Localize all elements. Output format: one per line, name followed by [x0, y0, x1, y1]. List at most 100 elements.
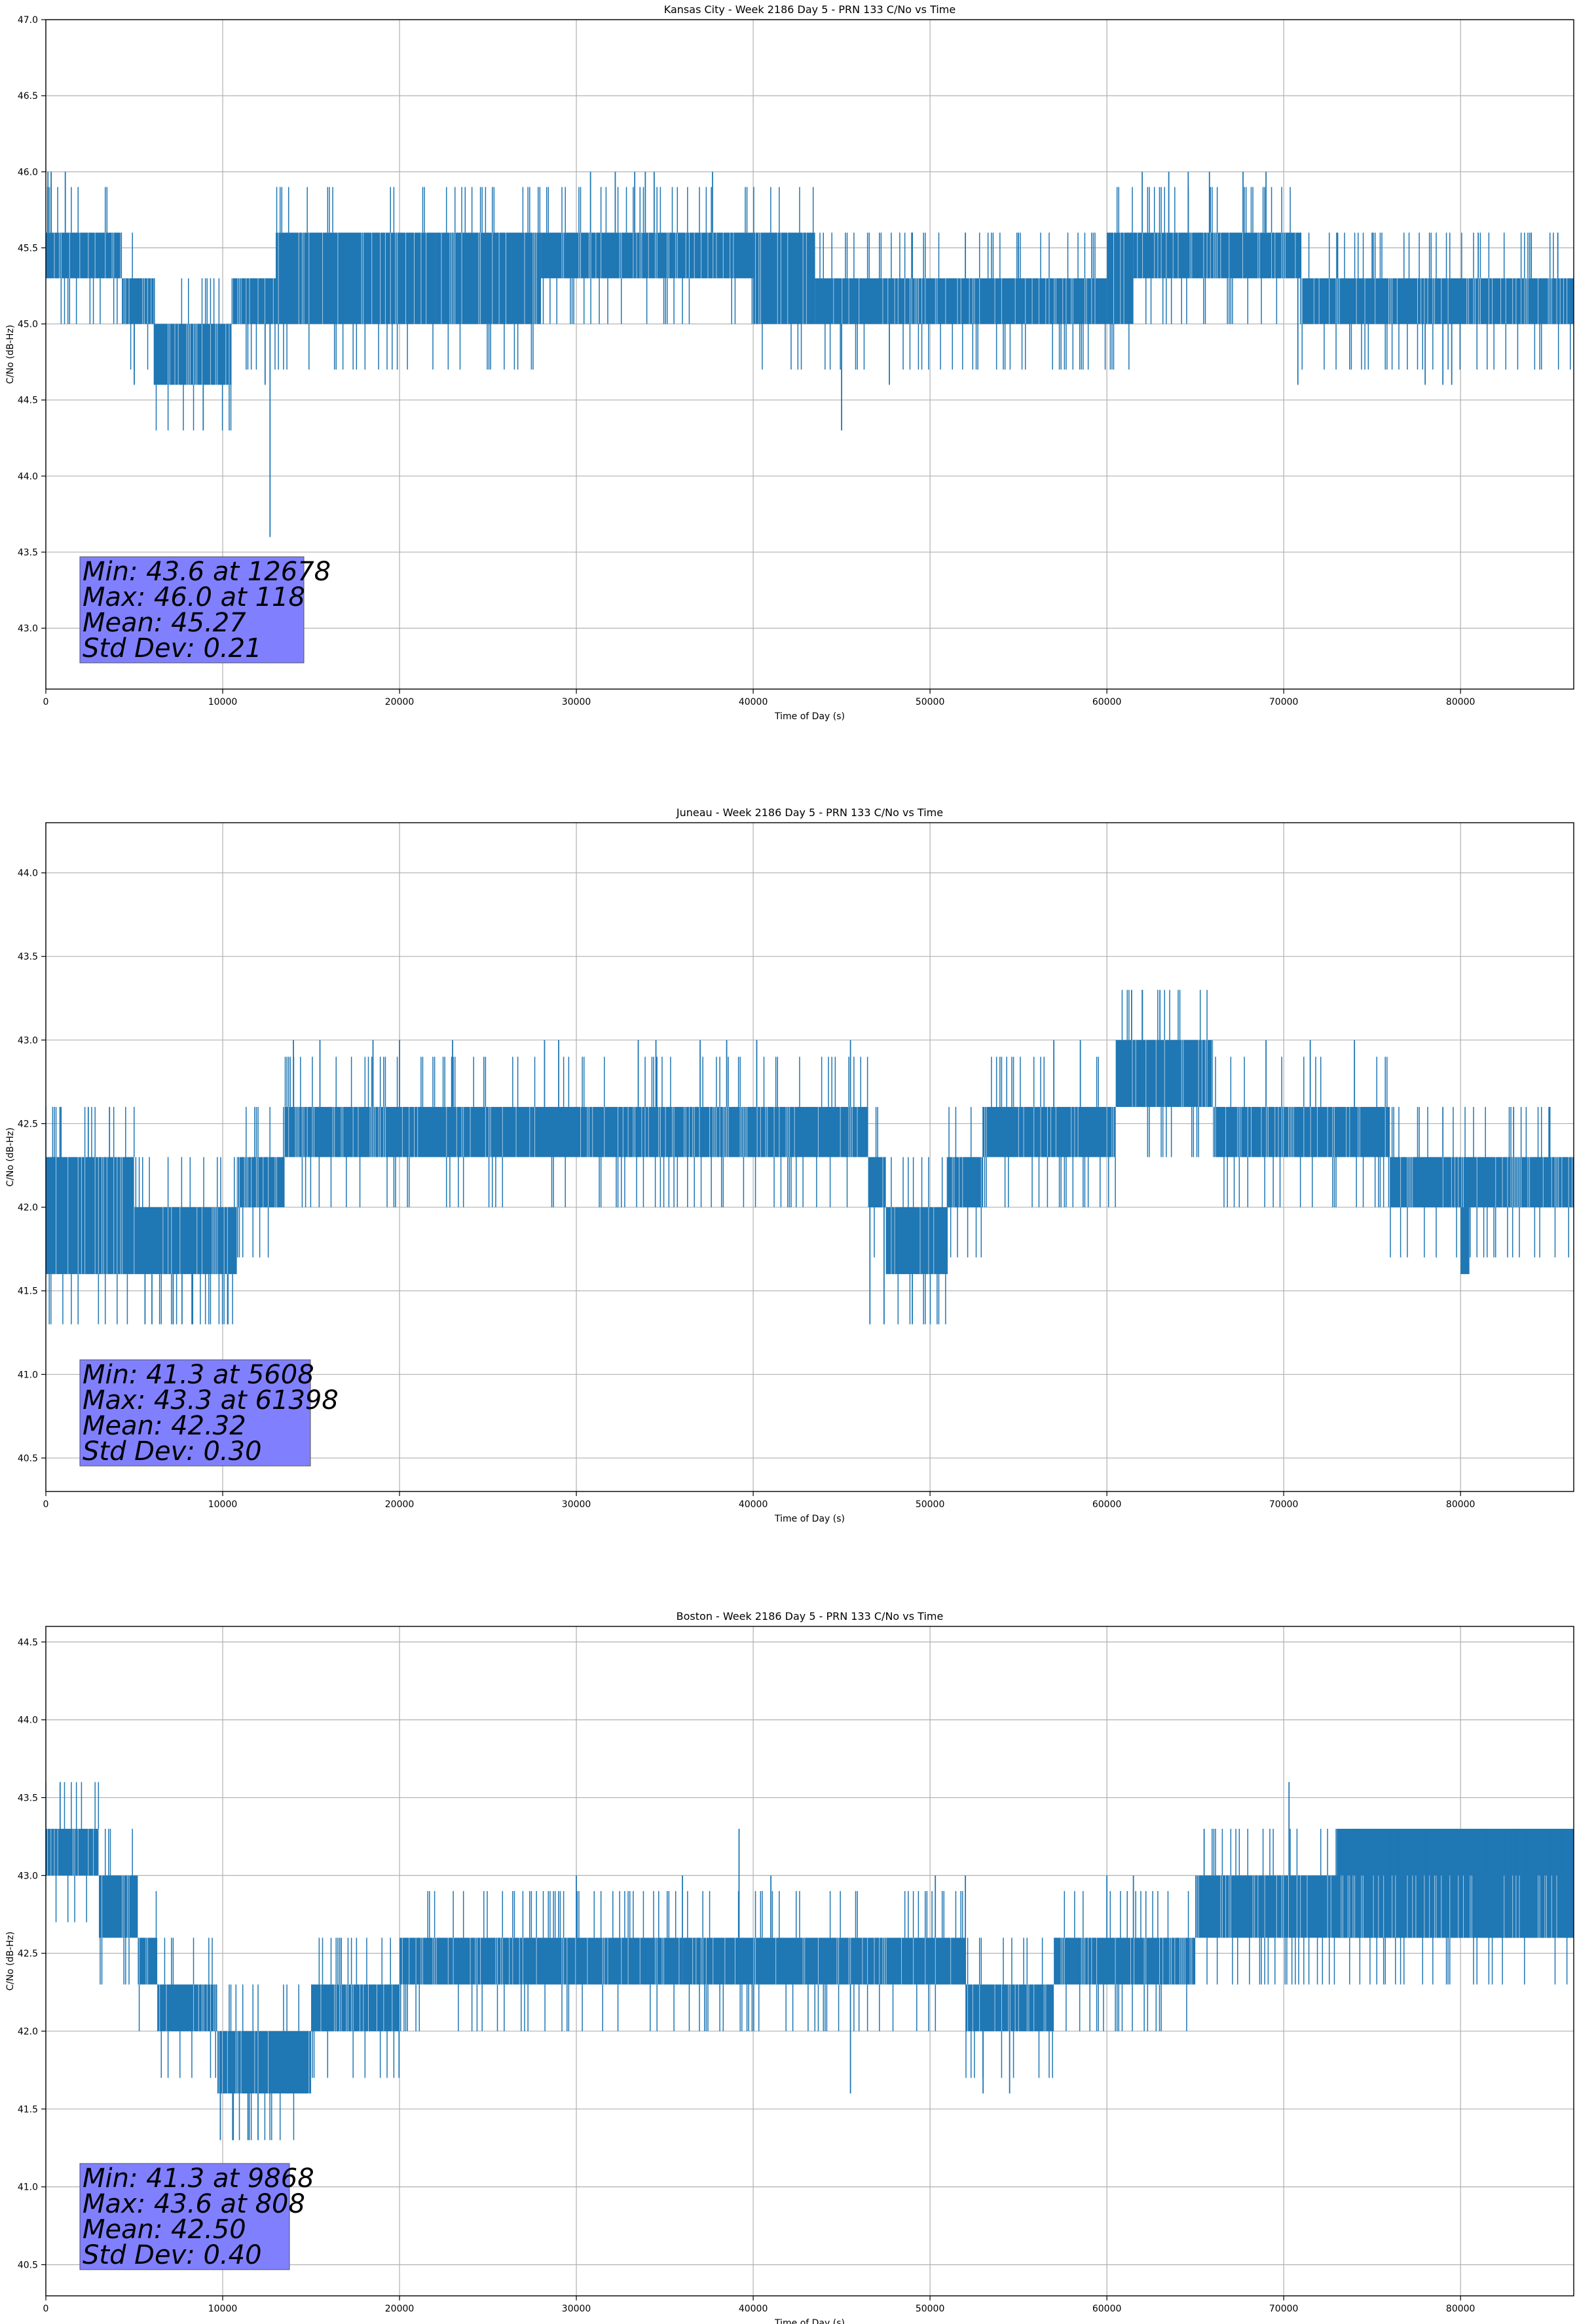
data-band [868, 1157, 886, 1208]
stats-line: Mean: 42.32 [83, 1411, 246, 1441]
stats-box [79, 1359, 311, 1467]
x-tick-label: 40000 [739, 2304, 768, 2314]
stats-line: Min: 43.6 at 12678 [83, 557, 331, 587]
data-band [1301, 278, 1574, 324]
x-tick-label: 60000 [1092, 2304, 1122, 2314]
x-tick-label: 60000 [1092, 697, 1122, 707]
y-tick-label: 44.5 [18, 396, 38, 406]
y-tick-label: 42.5 [18, 1949, 38, 1959]
chart-title: Boston - Week 2186 Day 5 - PRN 133 C/No … [677, 1610, 944, 1622]
y-tick-label: 47.0 [18, 15, 38, 26]
data-band [284, 1106, 532, 1157]
data-band [46, 1828, 100, 1876]
stats-line: Mean: 45.27 [83, 608, 246, 638]
data-band [399, 1938, 683, 1985]
x-tick-label: 70000 [1269, 2304, 1299, 2314]
plot-frame [45, 19, 1574, 690]
stats-line: Std Dev: 0.30 [83, 1436, 262, 1467]
y-axis-label: C/No (dB-Hz) [5, 325, 16, 384]
data-band [948, 1157, 984, 1208]
x-tick-label: 70000 [1269, 697, 1299, 707]
data-band [983, 1106, 1116, 1157]
y-tick-label: 44.0 [18, 869, 38, 879]
stats-box [79, 2163, 290, 2270]
data-band [1390, 1157, 1574, 1208]
data-band [153, 324, 232, 385]
data-band [46, 233, 82, 278]
x-tick-label: 70000 [1269, 1499, 1299, 1510]
y-tick-label: 43.0 [18, 624, 38, 634]
stats-line: Max: 43.6 at 808 [83, 2189, 305, 2219]
x-tick-label: 20000 [385, 2304, 415, 2314]
y-axis-label: C/No (dB-Hz) [5, 1932, 16, 1991]
x-tick-label: 10000 [208, 697, 238, 707]
y-tick-label: 45.5 [18, 243, 38, 253]
y-tick-label: 41.0 [18, 1370, 38, 1380]
x-tick-label: 60000 [1092, 1499, 1122, 1510]
chart-panel-1: 0 10000 20000 30000 40000 50000 60000 70000 8000… [5, 3, 1574, 722]
y-tick-label: 40.5 [18, 2260, 38, 2270]
chart-panel-2: 0 10000 20000 30000 40000 50000 60000 70000 8000… [5, 806, 1574, 1524]
stats-line: Max: 43.3 at 61398 [83, 1385, 339, 1415]
y-tick-label: 43.5 [18, 952, 38, 962]
data-band [541, 233, 754, 278]
data-band [1054, 1938, 1196, 1985]
stats-line: Mean: 42.50 [83, 2215, 246, 2245]
x-tick-label: 80000 [1446, 2304, 1475, 2314]
data-band [231, 278, 276, 324]
data-band [435, 233, 542, 324]
y-tick-label: 44.0 [18, 472, 38, 482]
data-band [236, 1157, 285, 1208]
data-band [753, 233, 815, 324]
y-tick-label: 41.5 [18, 1286, 38, 1297]
data-band [134, 1207, 237, 1275]
y-tick-label: 42.0 [18, 2027, 38, 2037]
y-tick-label: 40.5 [18, 1453, 38, 1464]
x-tick-label: 40000 [739, 1499, 768, 1510]
data-band [1337, 1828, 1574, 1938]
x-tick-label: 0 [43, 2304, 49, 2314]
x-tick-label: 30000 [562, 1499, 591, 1510]
plot-frame [45, 1626, 1574, 2296]
data-band [99, 1875, 138, 1938]
y-tick-label: 41.5 [18, 2105, 38, 2115]
x-tick-label: 80000 [1446, 697, 1475, 707]
y-tick-label: 43.0 [18, 1036, 38, 1046]
y-tick-label: 42.5 [18, 1119, 38, 1129]
stats-box [79, 556, 305, 664]
data-band [81, 233, 122, 278]
y-tick-label: 44.5 [18, 1638, 38, 1648]
y-tick-label: 46.0 [18, 167, 38, 178]
y-tick-label: 43.5 [18, 548, 38, 558]
data-band [276, 233, 436, 324]
x-axis-label: Time of Day (s) [774, 1514, 845, 1524]
x-tick-label: 10000 [208, 2304, 238, 2314]
stats-line: Min: 41.3 at 5608 [83, 1360, 314, 1390]
chart-title: Kansas City - Week 2186 Day 5 - PRN 133 … [664, 3, 955, 16]
x-tick-label: 10000 [208, 1499, 238, 1510]
x-tick-label: 30000 [562, 2304, 591, 2314]
x-axis-label: Time of Day (s) [774, 2318, 845, 2324]
stats-line: Std Dev: 0.40 [83, 2240, 262, 2270]
y-tick-label: 45.0 [18, 320, 38, 330]
data-band [46, 1157, 135, 1275]
chart-panel-3: 0 10000 20000 30000 40000 50000 60000 70000 8000… [5, 1610, 1574, 2324]
series-line [46, 990, 1574, 1324]
data-band [965, 1984, 1054, 2031]
x-tick-label: 50000 [916, 697, 945, 707]
y-tick-label: 44.0 [18, 1715, 38, 1726]
y-tick-label: 43.5 [18, 1793, 38, 1803]
data-band [146, 278, 154, 324]
stats-line: Min: 41.3 at 9868 [83, 2164, 314, 2194]
x-tick-label: 0 [43, 1499, 49, 1510]
plot-frame [45, 822, 1574, 1492]
stats-line: Std Dev: 0.21 [83, 633, 262, 664]
x-tick-label: 0 [43, 697, 49, 707]
data-band [885, 1207, 948, 1275]
y-tick-label: 42.0 [18, 1203, 38, 1213]
stats-line: Max: 46.0 at 118 [83, 582, 305, 612]
data-band [217, 2031, 312, 2094]
chart-title: Juneau - Week 2186 Day 5 - PRN 133 C/No … [676, 806, 943, 819]
data-band [682, 1938, 966, 1985]
